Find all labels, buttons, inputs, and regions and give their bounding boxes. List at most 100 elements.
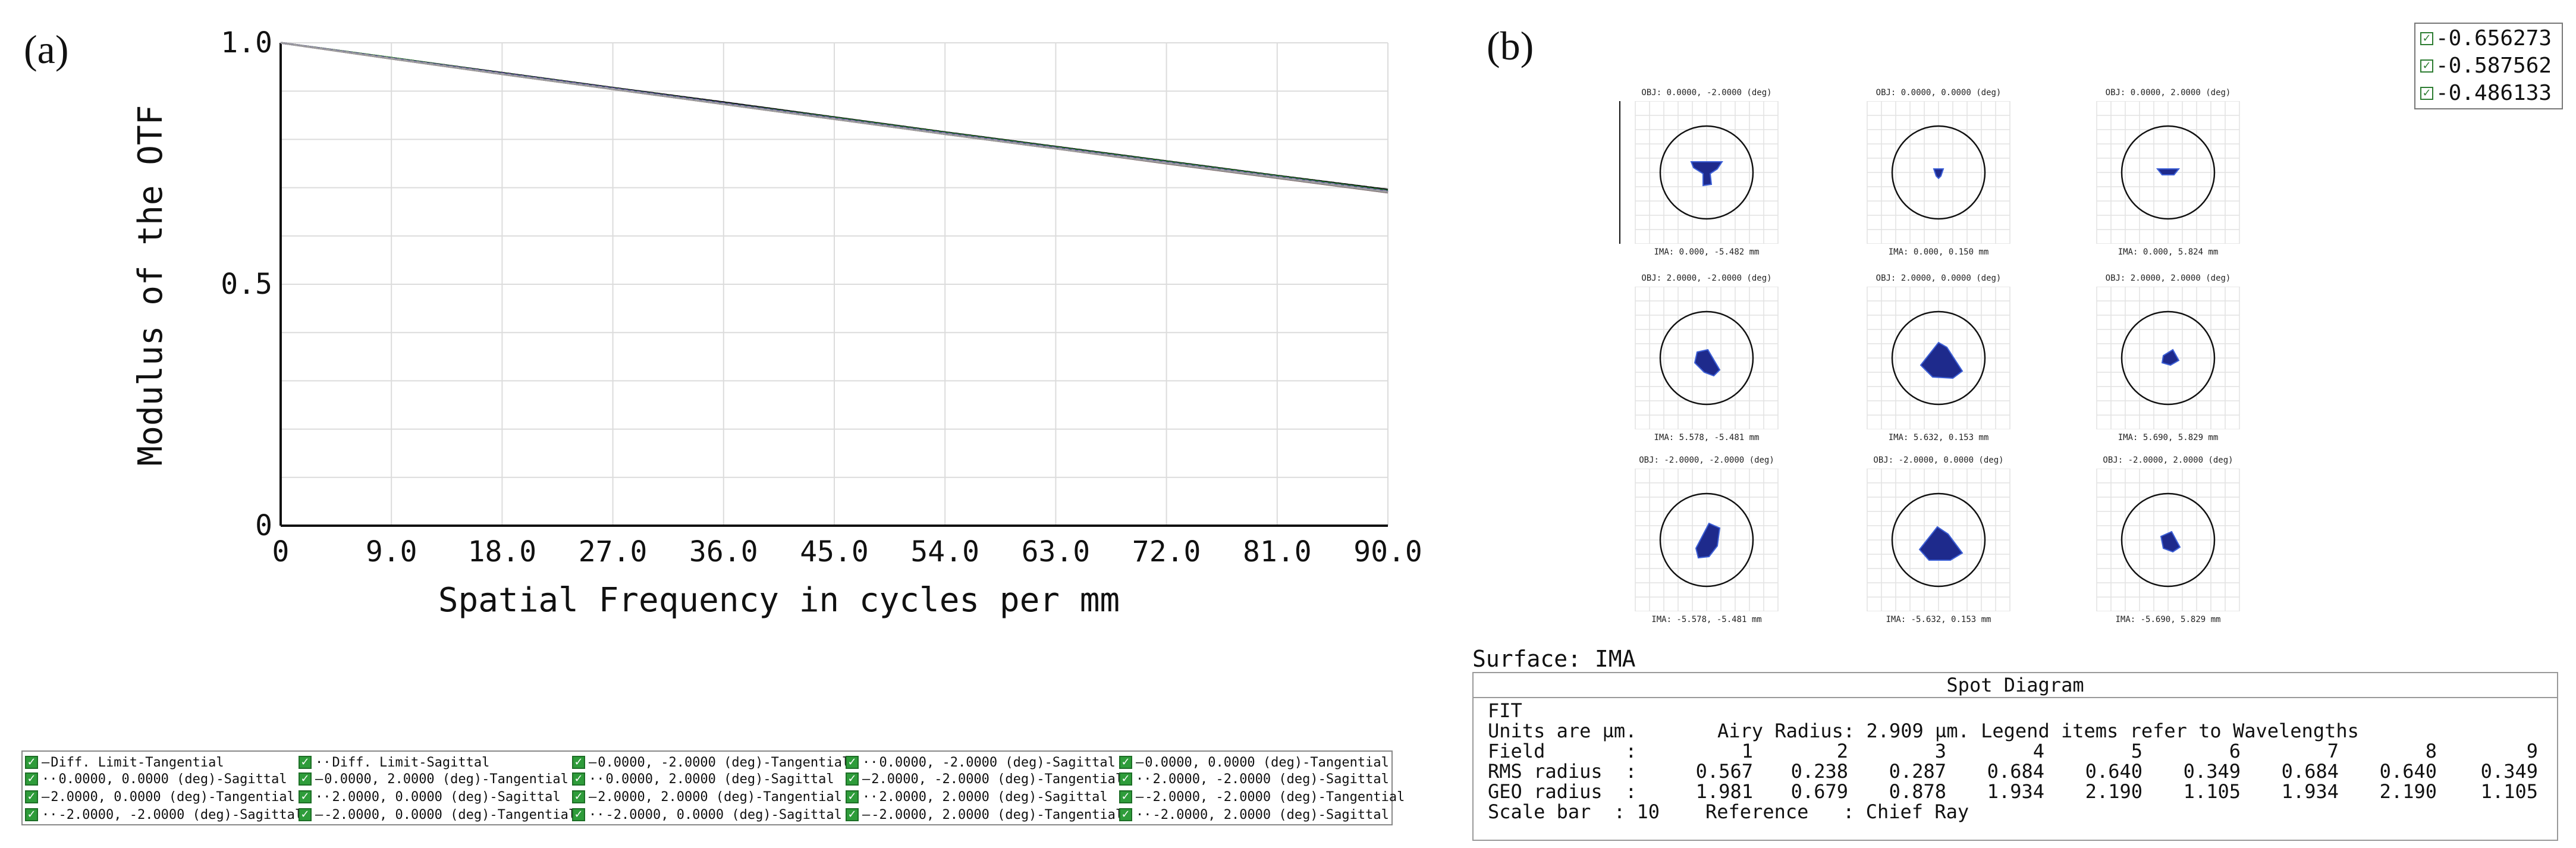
surface-label: Surface: IMA: [1472, 646, 1636, 672]
legend-item[interactable]: ✓ ·· 0.0000, 2.0000 (deg)-Sagittal: [572, 768, 834, 790]
checkbox-icon[interactable]: ✓: [846, 808, 859, 821]
rms-radius-value: 0.349: [2480, 760, 2538, 783]
legend-label: Diff. Limit-Sagittal: [332, 755, 490, 770]
checkbox-icon[interactable]: ✓: [1119, 790, 1132, 803]
y-tick-label: 0.5: [221, 268, 272, 301]
legend-item[interactable]: ✓ —0.0000, 0.0000 (deg)-Tangential: [1119, 752, 1389, 773]
legend-item[interactable]: ✓ ·· 0.0000, -2.0000 (deg)-Sagittal: [846, 752, 1116, 773]
line-style-icon: ··: [42, 771, 58, 787]
legend-item[interactable]: ✓ —2.0000, 2.0000 (deg)-Tangential: [572, 786, 842, 808]
checkbox-icon[interactable]: ✓: [25, 772, 38, 786]
report-fit: FIT: [1488, 699, 1522, 722]
x-tick-label: 0: [272, 535, 290, 569]
checkbox-icon[interactable]: ✓: [572, 772, 585, 786]
legend-item[interactable]: ✓ — -2.0000, 2.0000 (deg)-Tangential: [846, 804, 1123, 825]
spot-pattern: [1933, 168, 1944, 180]
spot-obj-label: OBJ: -2.0000, -2.0000 (deg): [1639, 456, 1774, 465]
geo-radius-value: 1.105: [2183, 780, 2241, 803]
legend-item[interactable]: ✓ ·· 2.0000, 2.0000 (deg)-Sagittal: [846, 786, 1108, 808]
checkbox-icon[interactable]: ✓: [25, 790, 38, 803]
y-tick-label: 1.0: [221, 26, 272, 59]
wavelength-item[interactable]: ✓ -0.587562: [2420, 54, 2552, 78]
legend-item[interactable]: ✓ ·· 2.0000, 0.0000 (deg)-Sagittal: [299, 786, 561, 808]
x-tick-label: 81.0: [1243, 535, 1312, 569]
legend-item[interactable]: ✓ ·· 0.0000, 0.0000 (deg)-Sagittal: [25, 768, 287, 790]
legend-label: -2.0000, 2.0000 (deg)-Sagittal: [1152, 807, 1389, 822]
field-number: 4: [2032, 740, 2044, 762]
spot-cell: OBJ: 2.0000, 2.0000 (deg) IMA: 5.690, 5.8…: [2079, 274, 2257, 452]
legend-item[interactable]: ✓ —2.0000, 0.0000 (deg)-Tangential: [25, 786, 295, 808]
checkbox-icon[interactable]: ✓: [299, 790, 312, 803]
checkbox-icon[interactable]: ✓: [846, 756, 859, 769]
line-style-icon: —: [862, 771, 871, 787]
spot-pattern: [2160, 530, 2181, 553]
geo-radius-value: 1.105: [2480, 780, 2538, 803]
spot-cell: OBJ: -2.0000, -2.0000 (deg) IMA: -5.578, …: [1617, 456, 1796, 634]
checkbox-icon[interactable]: ✓: [299, 772, 312, 786]
legend-item[interactable]: ✓ — -2.0000, 0.0000 (deg)-Tangential: [299, 804, 576, 825]
spot-pattern: [1918, 526, 1964, 561]
legend-item[interactable]: ✓ —0.0000, -2.0000 (deg)-Tangential: [572, 752, 850, 773]
spot-obj-label: OBJ: 2.0000, -2.0000 (deg): [1641, 274, 1772, 283]
checkbox-icon[interactable]: ✓: [299, 808, 312, 821]
legend-label: -2.0000, 2.0000 (deg)-Tangential: [871, 807, 1124, 822]
wavelength-label: -0.486133: [2436, 81, 2552, 105]
legend-item[interactable]: ✓ ·· Diff. Limit-Sagittal: [299, 752, 489, 773]
checkbox-icon[interactable]: ✓: [1119, 808, 1132, 821]
legend-label: 2.0000, -2.0000 (deg)-Tangential: [871, 771, 1124, 787]
legend-item[interactable]: ✓ ·· 2.0000, -2.0000 (deg)-Sagittal: [1119, 768, 1389, 790]
wavelength-item[interactable]: ✓ -0.486133: [2420, 81, 2552, 105]
x-tick-label: 63.0: [1022, 535, 1091, 569]
legend-label: 2.0000, 2.0000 (deg)-Sagittal: [879, 789, 1108, 805]
legend-item[interactable]: ✓ ·· -2.0000, 0.0000 (deg)-Sagittal: [572, 804, 842, 825]
legend-label: Diff. Limit-Tangential: [51, 755, 224, 770]
report-units: Units are µm.: [1488, 720, 1637, 742]
x-tick-label: 18.0: [468, 535, 537, 569]
spot-ima-label: IMA: -5.578, -5.481 mm: [1651, 615, 1762, 624]
legend-item[interactable]: ✓ —2.0000, -2.0000 (deg)-Tangential: [846, 768, 1123, 790]
field-number: 6: [2229, 740, 2241, 762]
spot-plot: [2096, 469, 2240, 611]
wavelength-item[interactable]: ✓ -0.656273: [2420, 26, 2552, 51]
legend-item[interactable]: ✓ ·· -2.0000, -2.0000 (deg)-Sagittal: [25, 804, 303, 825]
checkbox-icon[interactable]: ✓: [2420, 59, 2433, 73]
legend-item[interactable]: ✓ — Diff. Limit-Tangential: [25, 752, 224, 773]
geo-radius-value: 2.190: [2379, 780, 2437, 803]
legend-label: 0.0000, 0.0000 (deg)-Sagittal: [58, 771, 287, 787]
checkbox-icon[interactable]: ✓: [25, 756, 38, 769]
wavelength-legend: ✓ -0.656273 ✓ -0.587562 ✓ -0.486133: [2414, 23, 2563, 109]
spot-cell: OBJ: 0.0000, -2.0000 (deg) 10.00 IMA: 0.00…: [1617, 88, 1796, 266]
checkbox-icon[interactable]: ✓: [25, 808, 38, 821]
field-number: 9: [2526, 740, 2538, 762]
checkbox-icon[interactable]: ✓: [846, 772, 859, 786]
checkbox-icon[interactable]: ✓: [2420, 86, 2433, 100]
line-style-icon: ··: [42, 807, 58, 822]
checkbox-icon[interactable]: ✓: [2420, 32, 2433, 45]
checkbox-icon[interactable]: ✓: [572, 808, 585, 821]
line-style-icon: ··: [589, 771, 605, 787]
spot-plot: [1635, 287, 1779, 429]
legend-label: 2.0000, 0.0000 (deg)-Tangential: [51, 789, 295, 805]
checkbox-icon[interactable]: ✓: [846, 790, 859, 803]
checkbox-icon[interactable]: ✓: [299, 756, 312, 769]
panel-b-label: (b): [1487, 23, 1534, 68]
checkbox-icon[interactable]: ✓: [1119, 772, 1132, 786]
series-line-20: [280, 42, 1388, 193]
spot-ima-label: IMA: 5.632, 0.153 mm: [1888, 433, 1989, 442]
spot-ima-label: IMA: 0.000, -5.482 mm: [1654, 247, 1760, 257]
spot-plot: 10.00: [1619, 101, 1779, 244]
legend-item[interactable]: ✓ —0.0000, 2.0000 (deg)-Tangential: [299, 768, 568, 790]
checkbox-icon[interactable]: ✓: [572, 756, 585, 769]
legend-label: -2.0000, -2.0000 (deg)-Sagittal: [58, 807, 303, 822]
spot-plot: [2096, 101, 2240, 244]
legend-item[interactable]: ✓ — -2.0000, -2.0000 (deg)-Tangential: [1119, 786, 1405, 808]
checkbox-icon[interactable]: ✓: [572, 790, 585, 803]
spot-plot: [1635, 469, 1779, 611]
spot-pattern: [1695, 522, 1721, 559]
legend-label: 0.0000, 0.0000 (deg)-Tangential: [1145, 755, 1389, 770]
line-style-icon: ··: [862, 789, 878, 805]
checkbox-icon[interactable]: ✓: [1119, 756, 1132, 769]
report-field-label: Field :: [1488, 740, 1637, 762]
line-style-icon: —: [1136, 789, 1144, 805]
legend-item[interactable]: ✓ ·· -2.0000, 2.0000 (deg)-Sagittal: [1119, 804, 1389, 825]
